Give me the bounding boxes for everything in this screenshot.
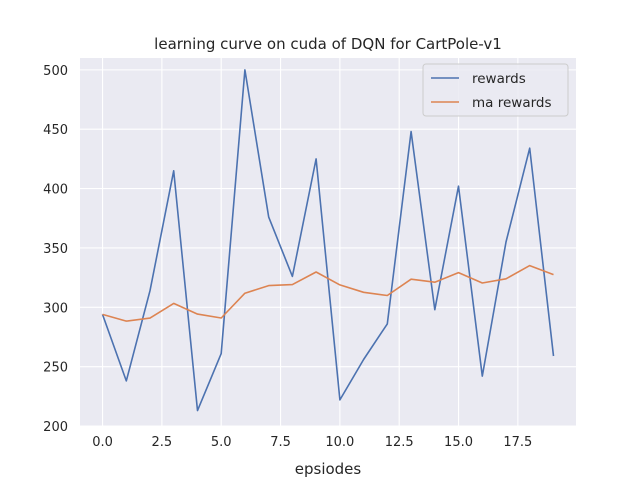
y-tick-label: 250: [43, 361, 68, 376]
y-tick-label: 400: [43, 183, 68, 198]
legend-label: rewards: [472, 71, 526, 87]
series-line-ma-rewards: [102, 264, 554, 322]
x-tick-label: 15.0: [444, 435, 473, 450]
y-tick-labels: 200 250 300 350 400 450 500: [43, 64, 68, 435]
plot-area: [80, 58, 576, 426]
x-tick-label: 2.5: [152, 435, 173, 450]
series-line-rewards: [101, 69, 555, 412]
grid: [80, 58, 576, 427]
y-tick-label: 350: [43, 242, 68, 257]
series-lines: [101, 69, 555, 412]
legend-box: [422, 63, 569, 117]
legend: rewards ma rewards: [422, 63, 569, 117]
legend-label: ma rewards: [472, 95, 552, 111]
x-axis-label: epsiodes: [295, 460, 362, 478]
y-tick-label: 300: [43, 301, 68, 316]
y-tick-label: 450: [43, 123, 68, 138]
x-tick-label: 0.0: [92, 435, 113, 450]
y-tick-label: 200: [43, 420, 68, 435]
x-tick-labels: 0.0 2.5 5.0 7.5 10.0 12.5 15.0 17.5: [92, 435, 532, 450]
x-tick-label: 12.5: [385, 435, 414, 450]
x-tick-label: 5.0: [211, 435, 232, 450]
x-tick-label: 17.5: [503, 435, 532, 450]
y-tick-label: 500: [43, 64, 68, 79]
x-tick-label: 7.5: [270, 435, 291, 450]
chart-title: learning curve on cuda of DQN for CartPo…: [154, 35, 502, 53]
x-tick-label: 10.0: [325, 435, 354, 450]
